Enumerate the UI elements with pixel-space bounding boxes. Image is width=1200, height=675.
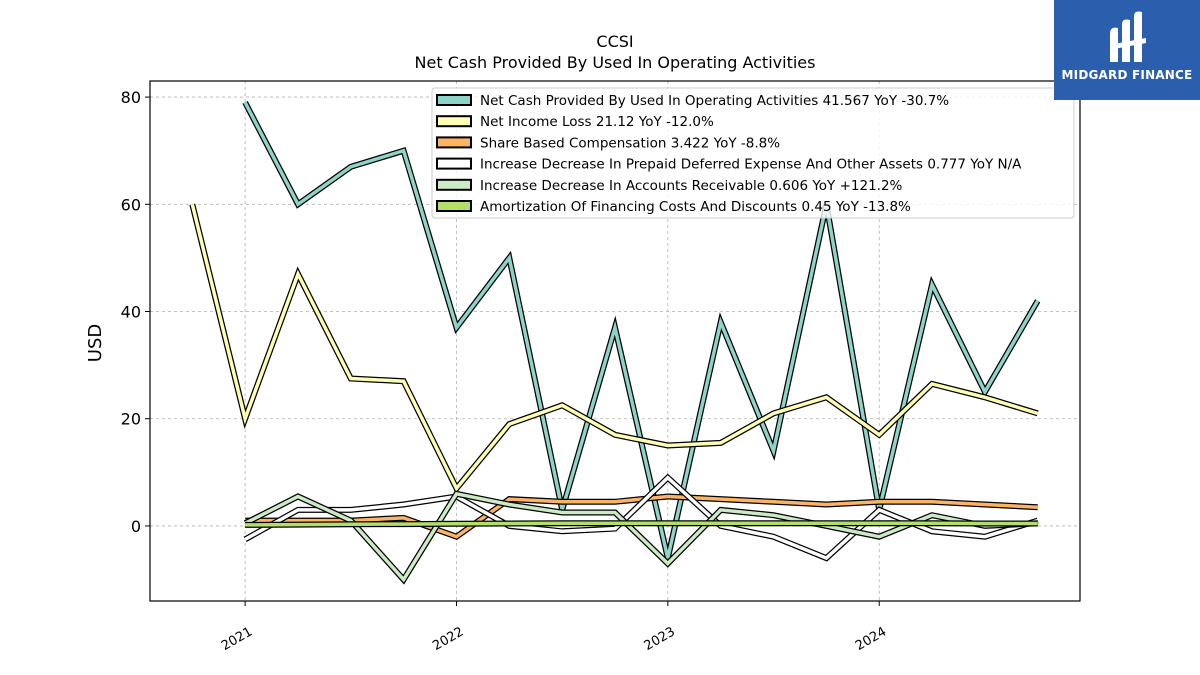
x-tick-label: 2021 <box>219 624 255 654</box>
legend-entry: Net Income Loss 21.12 YoY -12.0% <box>480 114 714 130</box>
series-line <box>190 203 1039 492</box>
series-line-outline <box>189 203 1039 494</box>
x-tick-label: 2024 <box>853 624 889 654</box>
plot-frame <box>149 80 1081 602</box>
legend-entry: Net Cash Provided By Used In Operating A… <box>480 93 949 109</box>
y-axis-label: USD <box>85 324 106 362</box>
legend-swatch <box>436 157 472 170</box>
x-tick-label: 2023 <box>642 624 678 654</box>
series-lines <box>189 101 1041 585</box>
logo-text: MIDGARD FINANCE <box>1061 68 1193 82</box>
legend-swatch <box>436 94 472 106</box>
legend-swatch <box>436 136 472 149</box>
legend-swatch <box>436 178 472 191</box>
midgard-logo-icon <box>1110 11 1146 63</box>
y-tick-label: 80 <box>121 88 141 107</box>
series-line <box>245 521 1038 527</box>
legend-entry: Increase Decrease In Accounts Receivable… <box>480 178 903 194</box>
y-tick-label: 20 <box>121 410 141 429</box>
y-tick-label: 40 <box>121 303 141 322</box>
legend-box <box>431 87 1075 219</box>
legend-entry: Increase Decrease In Prepaid Deferred Ex… <box>480 157 1022 173</box>
y-tick-label: 60 <box>121 195 141 214</box>
midgard-finance-logo: MIDGARD FINANCE <box>1054 0 1200 100</box>
y-tick-label: 0 <box>131 517 141 536</box>
legend-entry: Amortization Of Financing Costs And Disc… <box>480 199 911 215</box>
chart-subtitle: Net Cash Provided By Used In Operating A… <box>415 53 816 72</box>
legend-swatch <box>436 200 472 212</box>
legend-entry: Share Based Compensation 3.422 YoY -8.8% <box>480 135 780 151</box>
legend: Net Cash Provided By Used In Operating A… <box>431 87 1075 219</box>
chart-title: CCSI <box>596 32 633 51</box>
x-tick-label: 2022 <box>430 624 466 654</box>
legend-swatch <box>436 115 472 128</box>
